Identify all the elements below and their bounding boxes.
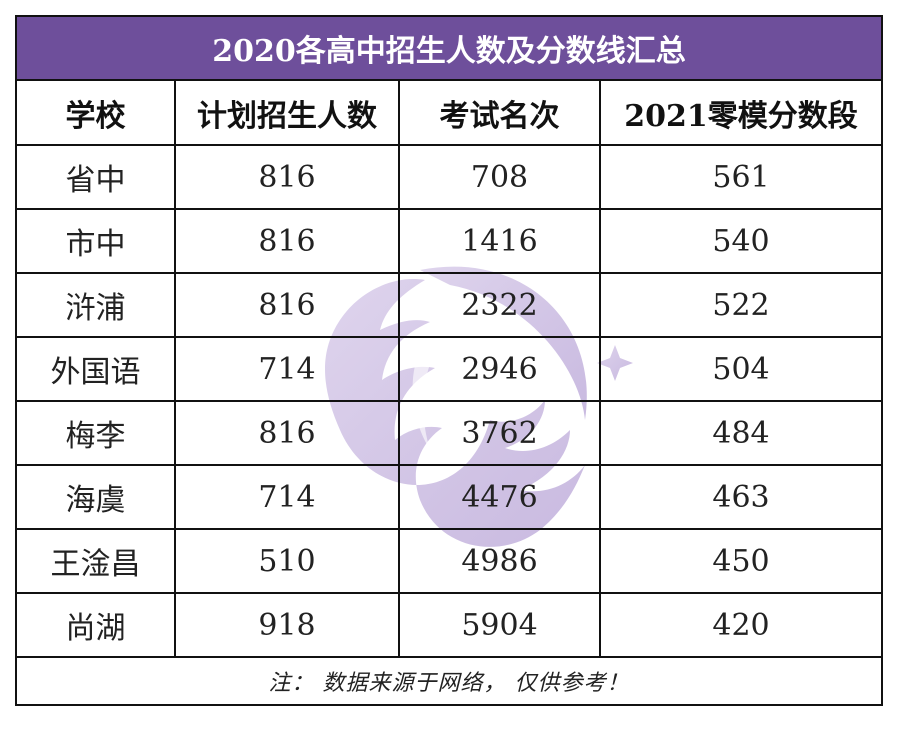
cell-mock-score-band: 484: [599, 400, 883, 466]
table-row: 浒浦 816 2322 522: [15, 272, 883, 338]
table-row: 海虞 714 4476 463: [15, 464, 883, 530]
cell-mock-score-band: 561: [599, 144, 883, 210]
cell-school: 海虞: [15, 464, 176, 530]
cell-school: 省中: [15, 144, 176, 210]
cell-planned-enrollment: 816: [174, 144, 400, 210]
table-row: 尚湖 918 5904 420: [15, 592, 883, 658]
table-row: 王淦昌 510 4986 450: [15, 528, 883, 594]
cell-planned-enrollment: 816: [174, 208, 400, 274]
cell-planned-enrollment: 714: [174, 336, 400, 402]
cell-mock-score-band: 522: [599, 272, 883, 338]
cell-mock-score-band: 450: [599, 528, 883, 594]
cell-mock-score-band: 420: [599, 592, 883, 658]
cell-school: 梅李: [15, 400, 176, 466]
cell-exam-rank: 5904: [398, 592, 601, 658]
cell-exam-rank: 1416: [398, 208, 601, 274]
table-row: 市中 816 1416 540: [15, 208, 883, 274]
table-row: 梅李 816 3762 484: [15, 400, 883, 466]
score-summary-sheet: 2020各高中招生人数及分数线汇总 学校 计划招生人数 考试名次 2021零模分…: [15, 15, 883, 727]
cell-school: 市中: [15, 208, 176, 274]
cell-exam-rank: 2322: [398, 272, 601, 338]
column-header-mock-score-band: 2021零模分数段: [599, 79, 883, 146]
score-summary-table: 2020各高中招生人数及分数线汇总 学校 计划招生人数 考试名次 2021零模分…: [15, 15, 883, 706]
cell-mock-score-band: 504: [599, 336, 883, 402]
cell-exam-rank: 4986: [398, 528, 601, 594]
table-row: 外国语 714 2946 504: [15, 336, 883, 402]
cell-planned-enrollment: 816: [174, 400, 400, 466]
header-row: 学校 计划招生人数 考试名次 2021零模分数段: [15, 79, 883, 146]
cell-planned-enrollment: 918: [174, 592, 400, 658]
cell-school: 王淦昌: [15, 528, 176, 594]
cell-school: 外国语: [15, 336, 176, 402]
table-row: 省中 816 708 561: [15, 144, 883, 210]
cell-exam-rank: 4476: [398, 464, 601, 530]
table-title: 2020各高中招生人数及分数线汇总: [15, 15, 883, 81]
cell-planned-enrollment: 714: [174, 464, 400, 530]
column-header-school: 学校: [15, 79, 176, 146]
column-header-planned-enrollment: 计划招生人数: [174, 79, 400, 146]
cell-planned-enrollment: 510: [174, 528, 400, 594]
cell-mock-score-band: 540: [599, 208, 883, 274]
cell-exam-rank: 708: [398, 144, 601, 210]
cell-planned-enrollment: 816: [174, 272, 400, 338]
column-header-exam-rank: 考试名次: [398, 79, 601, 146]
cell-exam-rank: 2946: [398, 336, 601, 402]
footnote: 注： 数据来源于网络， 仅供参考！: [15, 656, 883, 706]
cell-school: 浒浦: [15, 272, 176, 338]
cell-school: 尚湖: [15, 592, 176, 658]
cell-exam-rank: 3762: [398, 400, 601, 466]
title-row: 2020各高中招生人数及分数线汇总: [15, 15, 883, 81]
cell-mock-score-band: 463: [599, 464, 883, 530]
footnote-row: 注： 数据来源于网络， 仅供参考！: [15, 656, 883, 706]
